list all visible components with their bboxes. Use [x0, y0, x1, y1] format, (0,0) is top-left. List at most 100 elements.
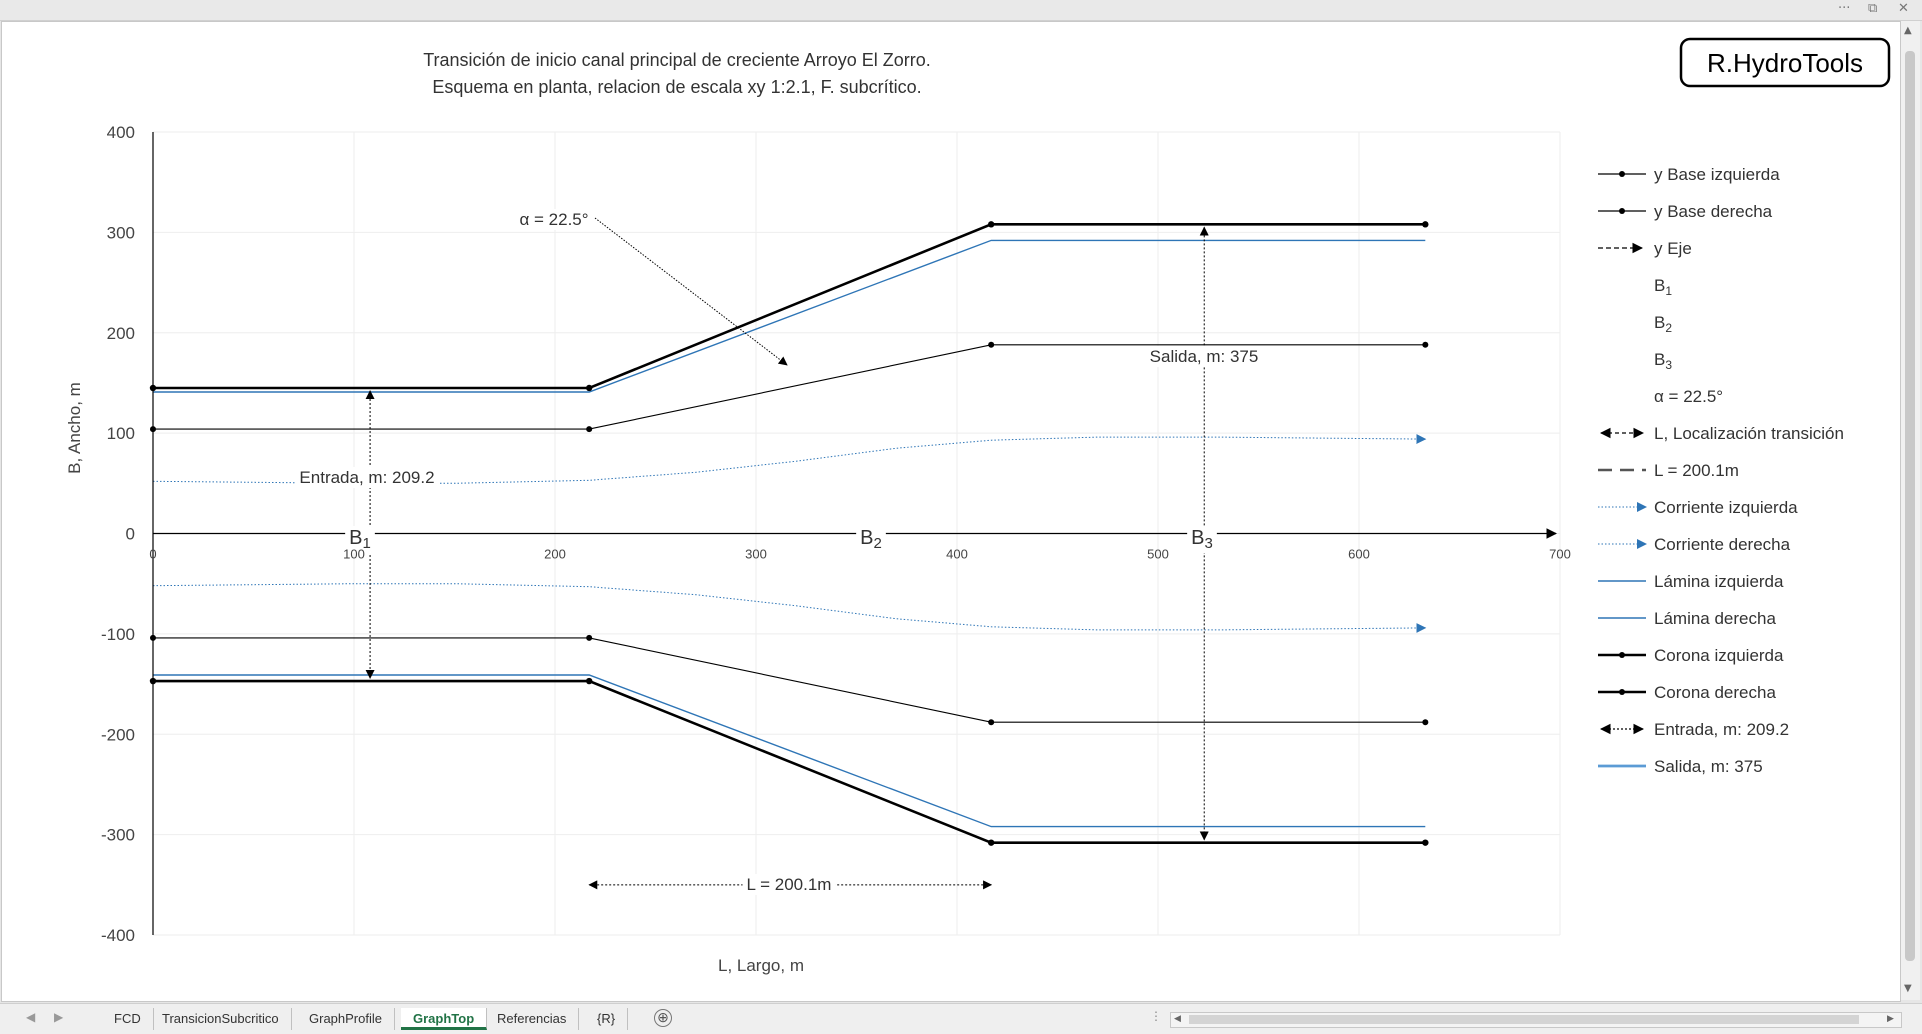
legend-item-l-localizacion-transicion[interactable]: L, Localización transición: [1599, 424, 1844, 443]
scroll-down-icon[interactable]: ▼: [1904, 983, 1912, 994]
legend-item-corriente-izquierda[interactable]: Corriente izquierda: [1598, 498, 1798, 517]
b2-label: B2: [856, 526, 886, 553]
legend-item-corona-derecha[interactable]: Corona derecha: [1598, 683, 1776, 702]
sheet-tab-graphtop[interactable]: GraphTop: [401, 1008, 488, 1030]
y-tick-label: 100: [107, 424, 135, 443]
legend-label: Lámina izquierda: [1654, 572, 1784, 591]
corriente-izquierda-line: [152, 434, 1427, 484]
x-tick-label: 600: [1348, 547, 1370, 562]
legend-label: Corona izquierda: [1654, 646, 1784, 665]
legend-marker: [1619, 171, 1625, 177]
legend-item-lamina-izquierda[interactable]: Lámina izquierda: [1598, 572, 1784, 591]
y-base-derecha-point: [586, 634, 593, 641]
tab-split-handle-icon[interactable]: ⋮: [1150, 1009, 1162, 1023]
legend-item-corona-izquierda[interactable]: Corona izquierda: [1598, 646, 1784, 665]
lamina-izquierda-line: [153, 239, 1426, 393]
x-tick-label: 0: [149, 547, 156, 562]
y-base-izquierda-point: [1422, 341, 1429, 348]
legend-marker: [1619, 208, 1625, 214]
y-tick-label: -100: [101, 625, 135, 644]
chart-title: Transición de inicio canal principal de …: [423, 50, 931, 70]
worksheet-area[interactable]: α = 22.5° Entrada, m: 209.2 Salida, m: 375…: [1, 21, 1901, 1002]
legend-item-22-5[interactable]: α = 22.5°: [1654, 387, 1723, 406]
b3-label-subscript: 3: [1205, 535, 1213, 552]
legend-item-y-base-derecha[interactable]: y Base derecha: [1598, 202, 1773, 221]
x-axis-label: L, Largo, m: [718, 956, 804, 975]
y-tick-label: -400: [101, 926, 135, 945]
legend-label-subscript: 2: [1665, 321, 1672, 335]
scroll-left-icon[interactable]: ◀: [1174, 1013, 1181, 1023]
legend-item-entrada-m-209-2[interactable]: Entrada, m: 209.2: [1599, 720, 1789, 739]
alpha-pointer-arrow: [594, 217, 788, 366]
legend-item-corriente-derecha[interactable]: Corriente derecha: [1598, 535, 1791, 554]
corona-derecha-line: [153, 679, 1426, 844]
tab-scroll-left-icon[interactable]: ◀: [26, 1010, 36, 1024]
tab-scroll-right-icon[interactable]: ▶: [54, 1010, 64, 1024]
legend-label: L, Localización transición: [1654, 424, 1844, 443]
restore-icon[interactable]: ⧉: [1868, 1, 1878, 16]
scroll-right-icon[interactable]: ▶: [1887, 1013, 1894, 1023]
legend-label: Entrada, m: 209.2: [1654, 720, 1789, 739]
legend-label: y Eje: [1654, 239, 1692, 258]
sheet-tab-fcd[interactable]: FCD: [102, 1008, 154, 1030]
l-length-label: L = 200.1m: [742, 874, 836, 895]
y-base-izquierda-point: [988, 341, 995, 348]
vertical-scrollbar[interactable]: ▲ ▼: [1901, 21, 1920, 1000]
b1-label: B1: [345, 526, 375, 553]
close-icon[interactable]: ✕: [1898, 1, 1909, 16]
sheet-tab-r[interactable]: {R}: [585, 1008, 629, 1030]
legend-marker: [1619, 652, 1625, 658]
legend-label: Corriente derecha: [1654, 535, 1791, 554]
corona-derecha-point: [987, 839, 995, 846]
entrada-label: Entrada, m: 209.2: [295, 467, 439, 488]
corona-izquierda-line: [153, 223, 1426, 390]
y-base-izquierda-point: [586, 426, 593, 433]
horizontal-scrollbar[interactable]: ◀ ▶: [1170, 1012, 1902, 1028]
legend-item-b2[interactable]: B2: [1654, 313, 1672, 335]
corona-izquierda-point: [1422, 221, 1429, 228]
legend-label-subscript: 1: [1665, 284, 1672, 298]
l-length-label-text: L = 200.1m: [747, 875, 832, 894]
chart-subtitle: Esquema en planta, relacion de escala xy…: [432, 77, 921, 97]
corona-derecha-point: [1422, 839, 1429, 846]
x-tick-label: 300: [745, 547, 767, 562]
scroll-up-icon[interactable]: ▲: [1904, 25, 1912, 36]
legend-label: B2: [1654, 313, 1672, 335]
alpha-label: α = 22.5°: [515, 209, 593, 230]
legend-marker: [1619, 689, 1625, 695]
transition-plan-chart[interactable]: α = 22.5° Entrada, m: 209.2 Salida, m: 375…: [2, 22, 1900, 1001]
ribbon-options-icon[interactable]: ···: [1838, 1, 1851, 16]
sheet-tab-transicionsubcritico[interactable]: TransicionSubcritico: [150, 1008, 292, 1030]
vertical-scroll-thumb[interactable]: [1905, 51, 1915, 961]
corriente-derecha-line: [152, 583, 1427, 633]
logo-text: R.HydroTools: [1707, 48, 1863, 78]
b2-label-bg: [856, 526, 886, 553]
sheet-tab-referencias[interactable]: Referencias: [485, 1008, 580, 1030]
legend-item-b3[interactable]: B3: [1654, 350, 1672, 372]
sheet-tab-bar: ◀ ▶ FCD TransicionSubcritico GraphProfile G…: [0, 1003, 1922, 1034]
legend-label: Corona derecha: [1654, 683, 1776, 702]
legend-label: B3: [1654, 350, 1672, 372]
l-length-label-bg: [742, 874, 836, 895]
add-sheet-button[interactable]: ⊕: [654, 1009, 672, 1027]
b1-label-bg: [345, 526, 375, 553]
legend-item-salida-m-375[interactable]: Salida, m: 375: [1598, 757, 1763, 776]
window-title-bar: ··· ⧉ ✕: [0, 0, 1922, 21]
legend-item-y-eje[interactable]: y Eje: [1598, 239, 1692, 258]
b1-label-subscript: 1: [363, 535, 371, 552]
b3-label: B3: [1187, 526, 1217, 553]
legend-item-lamina-derecha[interactable]: Lámina derecha: [1598, 609, 1776, 628]
b3-label-bg: [1187, 526, 1217, 553]
y-base-derecha-point: [1422, 719, 1429, 726]
horizontal-scroll-thumb[interactable]: [1189, 1015, 1859, 1024]
b2-label-subscript: 2: [874, 535, 882, 552]
legend-label: y Base izquierda: [1654, 165, 1780, 184]
corona-derecha-point: [585, 677, 593, 685]
legend-item-l-200-1m[interactable]: L = 200.1m: [1598, 461, 1739, 480]
legend-item-y-base-izquierda[interactable]: y Base izquierda: [1598, 165, 1780, 184]
sheet-tab-graphprofile[interactable]: GraphProfile: [297, 1008, 395, 1030]
y-tick-label: 400: [107, 123, 135, 142]
y-axis-label: B, Ancho, m: [65, 382, 84, 474]
legend-item-b1[interactable]: B1: [1654, 276, 1672, 298]
y-base-derecha-point: [988, 719, 995, 726]
